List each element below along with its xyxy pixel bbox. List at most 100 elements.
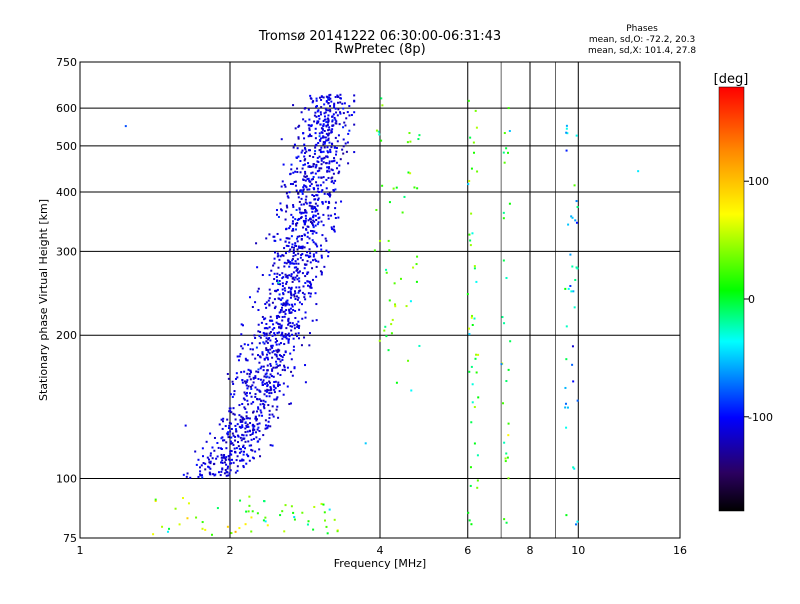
data-point [246, 359, 249, 362]
data-point [327, 251, 330, 254]
data-point [309, 229, 312, 232]
data-point [307, 124, 310, 127]
data-point [244, 421, 247, 424]
data-point [471, 323, 474, 326]
data-point [292, 146, 295, 149]
data-point [319, 111, 322, 114]
data-point [335, 122, 338, 125]
data-point [467, 99, 470, 102]
data-point [285, 227, 288, 230]
data-point [316, 110, 319, 113]
data-point [278, 383, 281, 386]
data-point [576, 520, 579, 523]
data-point [295, 335, 298, 338]
data-point [324, 111, 327, 114]
data-point [566, 132, 569, 135]
data-point [236, 441, 239, 444]
data-point [241, 433, 244, 436]
data-point [288, 311, 291, 314]
data-point [301, 192, 304, 195]
data-point [253, 428, 256, 431]
data-point [276, 255, 279, 258]
data-point [291, 246, 294, 249]
data-point [291, 262, 294, 265]
data-point [235, 372, 238, 375]
data-point [204, 462, 207, 465]
data-point [339, 101, 342, 104]
data-point [208, 471, 211, 474]
data-point [277, 416, 280, 419]
data-point [197, 458, 200, 461]
data-point [299, 189, 302, 192]
data-point [258, 430, 261, 433]
data-point [275, 363, 278, 366]
data-point [322, 176, 325, 179]
data-point [251, 449, 254, 452]
data-point [256, 512, 259, 515]
data-point [272, 415, 275, 418]
data-point [245, 424, 248, 427]
data-point [329, 109, 332, 112]
data-point [244, 357, 247, 360]
data-point [311, 101, 314, 104]
data-point [298, 270, 301, 273]
data-point [317, 161, 320, 164]
data-point [336, 140, 339, 143]
data-point [268, 395, 271, 398]
data-point [289, 262, 292, 265]
data-point [328, 508, 331, 511]
data-point [268, 381, 271, 384]
data-point [239, 436, 242, 439]
data-point [219, 474, 222, 477]
data-point [353, 94, 356, 97]
data-point [267, 358, 270, 361]
data-point [262, 369, 265, 372]
data-point [318, 132, 321, 135]
data-point [252, 423, 255, 426]
data-point [335, 161, 338, 164]
data-point [567, 223, 570, 226]
data-point [320, 176, 323, 179]
data-point [395, 381, 398, 384]
data-point [507, 422, 510, 425]
data-point [292, 309, 295, 312]
data-point [322, 96, 325, 99]
data-point [312, 224, 315, 227]
data-point [265, 306, 268, 309]
data-point [504, 457, 507, 460]
data-point [257, 407, 260, 410]
data-point [317, 114, 320, 117]
data-point [300, 245, 303, 248]
data-point [263, 407, 266, 410]
data-point [269, 331, 272, 334]
data-point [328, 98, 331, 101]
data-point [330, 180, 333, 183]
data-point [312, 165, 315, 168]
data-point [287, 286, 290, 289]
data-point [227, 377, 230, 380]
data-point [288, 309, 291, 312]
data-point [201, 447, 204, 450]
data-point [315, 209, 318, 212]
data-point [254, 375, 257, 378]
data-point [284, 289, 287, 292]
data-point [325, 162, 328, 165]
data-point [314, 210, 317, 213]
data-point [271, 369, 274, 372]
data-point [250, 530, 253, 533]
data-point [273, 398, 276, 401]
data-point [264, 424, 267, 427]
data-point [270, 375, 273, 378]
data-point [229, 469, 232, 472]
data-point [257, 371, 260, 374]
data-point [301, 252, 304, 255]
data-point [343, 121, 346, 124]
data-point [384, 325, 387, 328]
data-point [279, 283, 282, 286]
data-point [505, 452, 508, 455]
data-point [265, 390, 268, 393]
x-axis-label: Frequency [MHz] [334, 557, 426, 570]
data-point [287, 332, 290, 335]
data-point [251, 384, 254, 387]
data-point [292, 104, 295, 107]
